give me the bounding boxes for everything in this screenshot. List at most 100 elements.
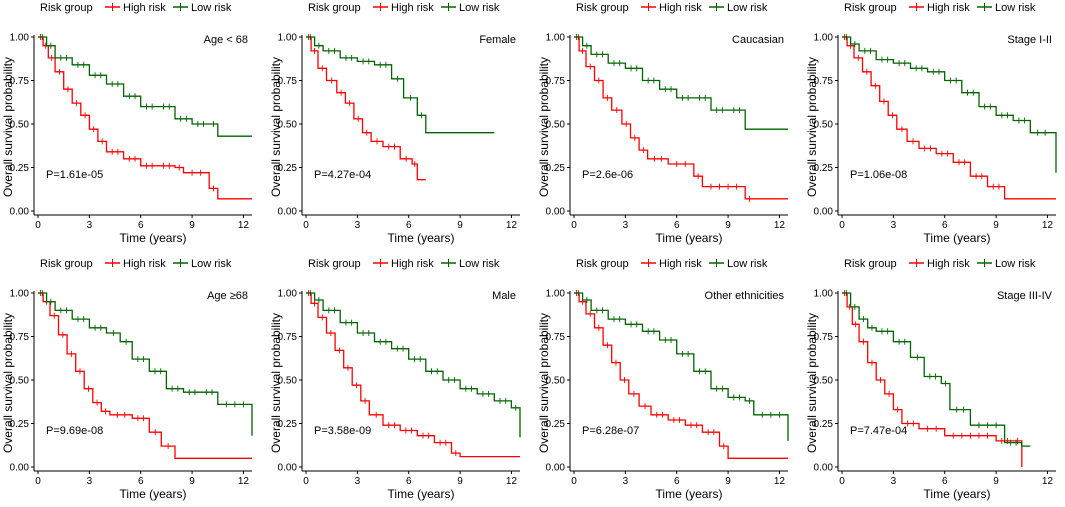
y-tick-label: 0.50 [278, 376, 298, 387]
y-tick-label: 0.00 [546, 207, 566, 218]
legend: Risk group High risk Low risk [308, 2, 500, 14]
x-tick-label: 6 [942, 476, 948, 487]
p-value: P=1.61e-05 [46, 169, 103, 181]
y-axis-title: Overall survival probability [805, 57, 819, 197]
x-tick-label: 3 [891, 476, 897, 487]
y-axis-title: Overall survival probability [1, 57, 15, 197]
legend-high-label: High risk [659, 258, 702, 270]
y-tick-label: 0.75 [814, 332, 834, 343]
p-value: P=9.69e-08 [46, 425, 103, 437]
x-axis-title: Time (years) [656, 487, 723, 501]
x-tick-label: 12 [1042, 476, 1054, 487]
legend-title: Risk group [40, 258, 93, 270]
legend-low-label: Low risk [995, 2, 1036, 14]
panel-label: Age ≥68 [207, 290, 248, 302]
survival-panel: Risk group High risk Low risk 0.00 0.25 0.50 0… [1, 258, 253, 501]
y-tick-label: 0.00 [278, 207, 298, 218]
y-tick-label: 0.50 [278, 120, 298, 131]
legend: Risk group High risk Low risk [576, 258, 768, 270]
y-tick-label: 0.00 [10, 463, 30, 474]
survival-panel: Risk group High risk Low risk 0.00 0.25 0.50 0… [537, 258, 789, 501]
survival-panel: Risk group High risk Low risk 0.00 0.25 0.50 0… [805, 2, 1057, 245]
y-tick-label: 0.50 [814, 120, 834, 131]
legend: Risk group High risk Low risk [40, 2, 232, 14]
legend-title: Risk group [308, 258, 361, 270]
p-value: P=1.06e-08 [850, 169, 907, 181]
y-tick-label: 0.00 [814, 207, 834, 218]
low-risk-curve [842, 292, 1031, 447]
y-tick-label: 1.00 [814, 289, 834, 300]
legend: Risk group High risk Low risk [308, 258, 500, 270]
legend-low-label: Low risk [995, 258, 1036, 270]
x-tick-label: 3 [623, 476, 629, 487]
y-tick-label: 1.00 [10, 289, 30, 300]
y-tick-label: 0.25 [278, 419, 298, 430]
x-tick-label: 3 [355, 476, 361, 487]
y-tick-label: 0.00 [814, 463, 834, 474]
x-tick-label: 3 [891, 220, 897, 231]
x-tick-label: 9 [993, 476, 999, 487]
low-risk-curve [842, 36, 1057, 173]
y-tick-label: 0.75 [546, 76, 566, 87]
low-risk-curve [38, 36, 252, 137]
x-axis-title: Time (years) [120, 231, 187, 245]
p-value: P=6.28e-07 [582, 425, 639, 437]
x-tick-label: 9 [189, 476, 195, 487]
y-tick-label: 0.25 [546, 419, 566, 430]
legend-high-label: High risk [123, 2, 166, 14]
x-tick-label: 9 [189, 220, 195, 231]
x-tick-label: 9 [457, 476, 463, 487]
legend-high-label: High risk [927, 2, 970, 14]
panel-label: Stage I-II [1007, 34, 1052, 46]
x-tick-label: 6 [138, 476, 144, 487]
y-tick-label: 0.25 [278, 163, 298, 174]
y-tick-label: 0.75 [278, 332, 298, 343]
p-value: P=7.47e-04 [850, 425, 907, 437]
x-tick-label: 3 [355, 220, 361, 231]
panel-label: Caucasian [732, 34, 784, 46]
y-tick-label: 0.75 [278, 76, 298, 87]
legend-low-label: Low risk [191, 2, 232, 14]
survival-panel: Risk group High risk Low risk 0.00 0.25 0.50 0… [269, 258, 521, 501]
y-tick-label: 0.00 [546, 463, 566, 474]
high-risk-curve [574, 36, 788, 200]
y-tick-label: 0.25 [546, 163, 566, 174]
survival-panel: Risk group High risk Low risk 0.00 0.25 0.50 0… [805, 258, 1056, 501]
panel-label: Age < 68 [204, 34, 248, 46]
y-axis-title: Overall survival probability [537, 313, 551, 453]
y-tick-label: 0.75 [546, 332, 566, 343]
low-risk-curve [306, 292, 521, 438]
x-tick-label: 9 [993, 220, 999, 231]
legend: Risk group High risk Low risk [844, 2, 1036, 14]
legend-title: Risk group [308, 2, 361, 14]
x-tick-label: 9 [725, 476, 731, 487]
survival-panel: Risk group High risk Low risk 0.00 0.25 0.50 0… [269, 2, 520, 245]
legend-low-label: Low risk [191, 258, 232, 270]
y-axis-title: Overall survival probability [805, 313, 819, 453]
x-tick-label: 6 [674, 476, 680, 487]
legend-low-label: Low risk [727, 2, 768, 14]
survival-panel: Risk group High risk Low risk 0.00 0.25 0.50 0… [537, 2, 788, 245]
legend-high-label: High risk [123, 258, 166, 270]
high-risk-curve [38, 36, 252, 200]
p-value: P=3.58e-09 [314, 425, 371, 437]
x-tick-label: 0 [571, 476, 577, 487]
x-axis-title: Time (years) [924, 231, 991, 245]
legend-low-label: Low risk [459, 2, 500, 14]
legend-title: Risk group [576, 258, 629, 270]
x-tick-label: 0 [839, 476, 845, 487]
legend-low-label: Low risk [727, 258, 768, 270]
x-axis-title: Time (years) [388, 487, 455, 501]
x-tick-label: 12 [506, 220, 518, 231]
x-tick-label: 12 [506, 476, 518, 487]
high-risk-curve [842, 292, 1023, 467]
survival-panel: Risk group High risk Low risk 0.00 0.25 0.50 0… [1, 2, 252, 245]
y-axis-title: Overall survival probability [537, 57, 551, 197]
p-value: P=4.27e-04 [314, 169, 371, 181]
legend-high-label: High risk [391, 258, 434, 270]
x-tick-label: 3 [623, 220, 629, 231]
y-axis-title: Overall survival probability [1, 313, 15, 453]
y-tick-label: 0.00 [278, 463, 298, 474]
low-risk-curve [574, 292, 789, 441]
